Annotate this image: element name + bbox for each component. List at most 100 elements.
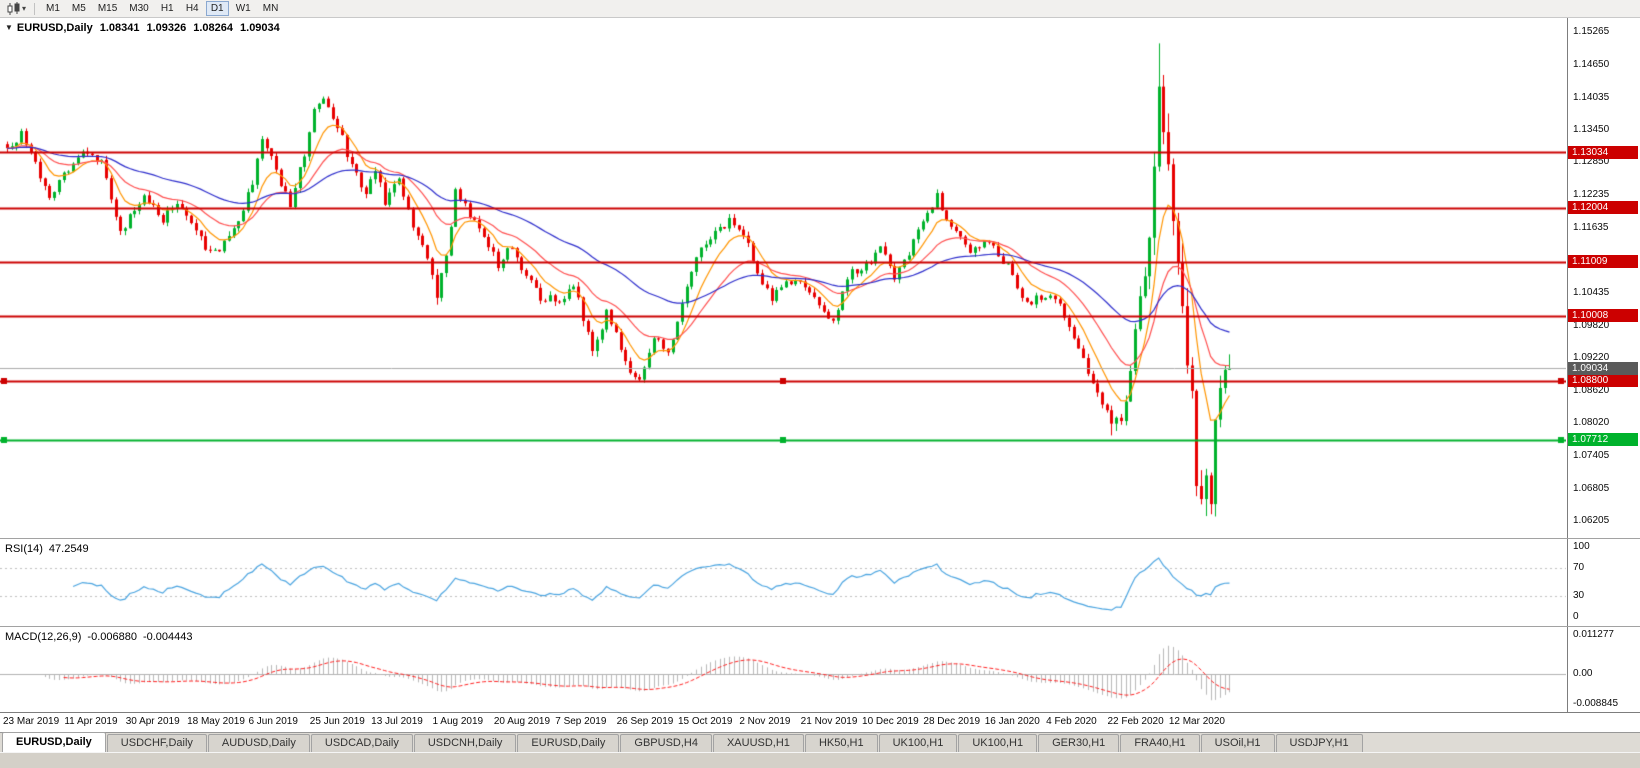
- ohlc-open: 1.08341: [99, 22, 140, 34]
- ohlc-high: 1.09326: [146, 22, 187, 34]
- chart-tab[interactable]: USDCAD,Daily: [310, 734, 413, 752]
- chart-tab[interactable]: XAUUSD,H1: [712, 734, 804, 752]
- date-axis-label: 7 Sep 2019: [555, 716, 607, 727]
- chart-tab[interactable]: USDCNH,Daily: [413, 734, 517, 752]
- timeframe-button-h4[interactable]: H4: [181, 1, 204, 16]
- timeframe-group: M1 M5 M15 M30 H1 H4 D1 W1 MN: [40, 1, 284, 16]
- price-scale-tick: -0.008845: [1573, 698, 1619, 710]
- price-scale-tick: 1.14035: [1573, 92, 1610, 104]
- date-axis-label: 11 Apr 2019: [64, 716, 118, 727]
- ohlc-close: 1.09034: [240, 22, 280, 34]
- timeframe-button-m30[interactable]: M30: [124, 1, 153, 16]
- price-scale-tick: 1.10435: [1573, 286, 1610, 298]
- timeframe-button-h1[interactable]: H1: [156, 1, 179, 16]
- chart-tab[interactable]: EURUSD,Daily: [2, 732, 106, 752]
- price-scale-tick: 30: [1573, 590, 1585, 601]
- rsi-value: 47.2549: [48, 543, 89, 555]
- price-scale-tick: 70: [1573, 562, 1585, 573]
- price-scale-tick: 1.12850: [1573, 156, 1610, 168]
- date-axis-label: 22 Feb 2020: [1107, 716, 1164, 727]
- date-axis-label: 21 Nov 2019: [800, 716, 858, 727]
- rsi-indicator-title: RSI(14) 47.2549: [5, 543, 89, 555]
- macd-panel-canvas[interactable]: [0, 627, 1566, 712]
- price-scale-tick: 1.06205: [1573, 514, 1610, 526]
- chart-tab[interactable]: EURUSD,Daily: [517, 734, 620, 752]
- chevron-down-icon: ▾: [22, 3, 27, 13]
- chart-type-button[interactable]: ▾: [3, 1, 29, 17]
- price-scale-tick: 1.06805: [1573, 482, 1610, 494]
- macd-indicator-title: MACD(12,26,9) -0.006880 -0.004443: [5, 631, 193, 643]
- rsi-name: RSI(14): [5, 543, 43, 555]
- timeframe-button-m1[interactable]: M1: [41, 1, 65, 16]
- date-axis-label: 20 Aug 2019: [493, 716, 551, 727]
- price-scale-tick: 1.15265: [1573, 25, 1610, 37]
- date-axis-label: 2 Nov 2019: [739, 716, 791, 727]
- chart-tab[interactable]: AUDUSD,Daily: [207, 734, 310, 752]
- date-axis-label: 13 Jul 2019: [371, 716, 423, 727]
- macd-name: MACD(12,26,9): [5, 631, 82, 643]
- date-axis-label: 28 Dec 2019: [923, 716, 981, 727]
- price-line-label: 1.13034: [1568, 145, 1638, 159]
- timeframe-button-mn[interactable]: MN: [258, 1, 284, 16]
- chart-tab[interactable]: HK50,H1: [804, 734, 878, 752]
- date-axis-label: 15 Oct 2019: [677, 716, 733, 727]
- date-axis-label: 23 Mar 2019: [3, 716, 60, 727]
- chart-tab[interactable]: UK100,H1: [958, 734, 1038, 752]
- date-axis-label: 4 Feb 2020: [1046, 716, 1097, 727]
- price-scale-tick: 0: [1573, 611, 1579, 622]
- chart-title: ▼ EURUSD,Daily 1.08341 1.09326 1.08264 1.0903…: [5, 22, 280, 34]
- date-axis-label: 26 Sep 2019: [616, 716, 674, 727]
- chart-tab[interactable]: GBPUSD,H4: [620, 734, 712, 752]
- date-axis[interactable]: 23 Mar 2019 11 Apr 2019 30 Apr 2019 18 May …: [0, 712, 1640, 732]
- timeframe-button-d1[interactable]: D1: [205, 1, 229, 16]
- rsi-panel-canvas[interactable]: [0, 539, 1566, 626]
- date-axis-label: 12 Mar 2020: [1168, 716, 1225, 727]
- main-chart-canvas[interactable]: [0, 18, 1566, 538]
- timeframe-button-w1[interactable]: W1: [231, 1, 256, 16]
- symbol-period-label: EURUSD,Daily: [16, 22, 93, 34]
- price-scale-tick: 1.14650: [1573, 58, 1610, 70]
- chart-tab[interactable]: USOil,H1: [1200, 734, 1275, 752]
- price-scale-tick: 1.09220: [1573, 352, 1610, 364]
- price-line-label: 1.09034: [1568, 361, 1638, 375]
- panel-splitter[interactable]: [0, 626, 1640, 627]
- price-scale-tick: 0.011277: [1573, 628, 1614, 640]
- collapse-icon[interactable]: ▼: [5, 23, 13, 32]
- date-axis-label: 18 May 2019: [187, 716, 245, 727]
- chart-window: ▼ EURUSD,Daily 1.08341 1.09326 1.08264 1.0903…: [0, 18, 1640, 732]
- price-scale-tick: 1.08020: [1573, 416, 1610, 428]
- date-axis-label: 1 Aug 2019: [432, 716, 484, 727]
- date-axis-label: 30 Apr 2019: [125, 716, 180, 727]
- panel-splitter[interactable]: [0, 538, 1640, 539]
- candlestick-chart-icon: [7, 1, 20, 15]
- toolbar-separator: [34, 2, 36, 15]
- timeframe-button-m5[interactable]: M5: [67, 1, 91, 16]
- date-axis-label: 6 Jun 2019: [248, 716, 298, 727]
- date-axis-label: 25 Jun 2019: [309, 716, 365, 727]
- status-bar: [0, 752, 1640, 768]
- price-line-label: 1.11009: [1568, 255, 1638, 269]
- price-line-label: 1.07712: [1568, 433, 1638, 447]
- price-scale-tick: 1.13450: [1573, 123, 1610, 135]
- timeframe-button-m15[interactable]: M15: [93, 1, 122, 16]
- price-scale[interactable]: 1.15265 1.14650 1.14035 1.13450 1.12850 1.122…: [1567, 18, 1640, 712]
- chart-tab[interactable]: FRA40,H1: [1120, 734, 1200, 752]
- ohlc-low: 1.08264: [193, 22, 234, 34]
- price-line-label: 1.08800: [1568, 374, 1638, 388]
- price-scale-tick: 1.11635: [1573, 221, 1609, 233]
- price-scale-tick: 1.09820: [1573, 319, 1610, 331]
- macd-value-signal: -0.004443: [142, 631, 193, 643]
- price-scale-tick: 1.12235: [1573, 189, 1610, 201]
- price-line-label: 1.12004: [1568, 201, 1638, 215]
- chart-tab[interactable]: USDJPY,H1: [1275, 734, 1363, 752]
- chart-tab[interactable]: USDCHF,Daily: [106, 734, 207, 752]
- date-axis-label: 10 Dec 2019: [862, 716, 919, 727]
- price-scale-tick: 0.00: [1573, 667, 1593, 679]
- price-scale-tick: 1.08620: [1573, 384, 1610, 396]
- macd-value-main: -0.006880: [87, 631, 137, 643]
- chart-tab[interactable]: GER30,H1: [1038, 734, 1120, 752]
- chart-tab-bar: EURUSD,Daily USDCHF,Daily AUDUSD,Daily USDC…: [0, 732, 1640, 752]
- top-toolbar: ▾ M1 M5 M15 M30 H1 H4 D1 W1 MN: [0, 0, 1640, 18]
- chart-tab[interactable]: UK100,H1: [878, 734, 958, 752]
